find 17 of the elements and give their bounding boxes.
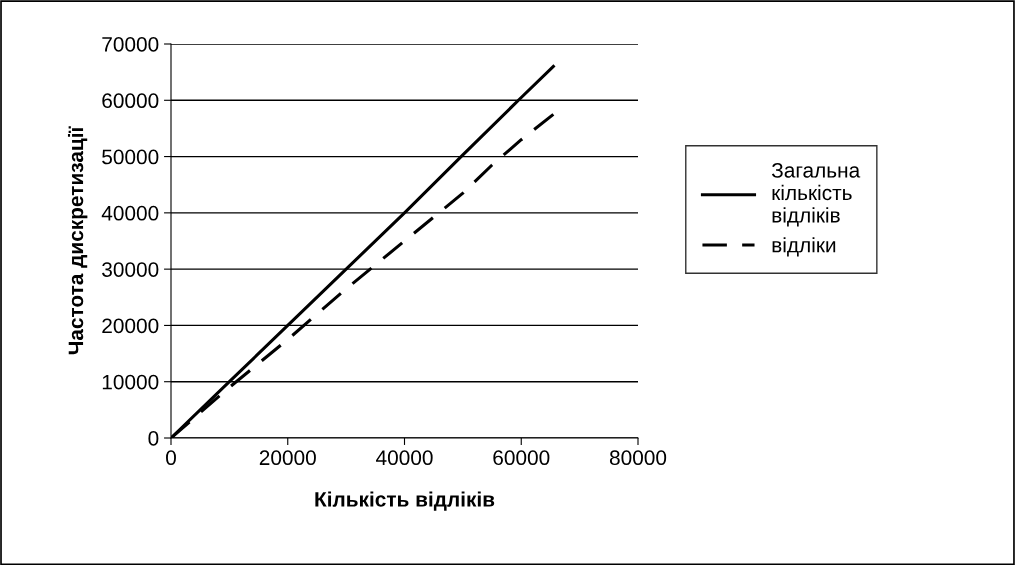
x-tick-label: 40000 bbox=[376, 450, 433, 466]
y-tick-label: 0 bbox=[148, 431, 159, 446]
y-tick-label: 40000 bbox=[101, 205, 159, 221]
legend-label: відліки bbox=[772, 237, 836, 257]
x-tick-label: 60000 bbox=[493, 450, 550, 466]
x-tick-label: 20000 bbox=[259, 450, 316, 466]
y-tick-label: 60000 bbox=[102, 93, 159, 109]
x-tick-label: 80000 bbox=[609, 450, 667, 466]
x-axis-title: Кількість відліків bbox=[315, 491, 495, 511]
y-axis-title: Частота дискретизації bbox=[67, 126, 88, 355]
y-tick-label: 70000 bbox=[102, 37, 159, 52]
y-tick-label: 10000 bbox=[102, 374, 159, 390]
y-tick-label: 30000 bbox=[102, 262, 159, 277]
y-tick-label: 50000 bbox=[102, 149, 159, 165]
legend-label: Загальна кількість відліків bbox=[771, 162, 861, 227]
y-tick-label: 20000 bbox=[102, 318, 159, 334]
x-tick-label: 0 bbox=[166, 450, 176, 466]
